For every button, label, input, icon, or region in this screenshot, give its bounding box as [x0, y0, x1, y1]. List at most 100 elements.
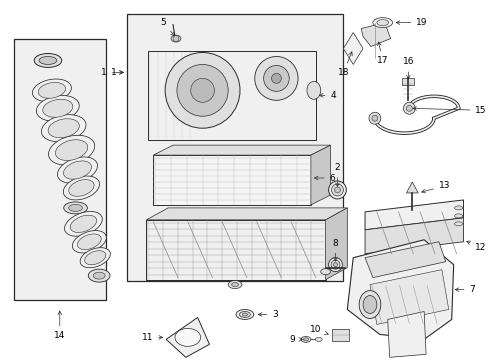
Polygon shape [153, 145, 330, 155]
Ellipse shape [328, 181, 346, 199]
Text: 2: 2 [334, 163, 340, 186]
Ellipse shape [331, 184, 343, 196]
Ellipse shape [41, 115, 86, 142]
Ellipse shape [328, 258, 342, 272]
Ellipse shape [228, 280, 242, 289]
Polygon shape [166, 318, 209, 357]
Ellipse shape [301, 336, 310, 342]
Ellipse shape [55, 140, 87, 161]
Ellipse shape [38, 82, 65, 98]
Ellipse shape [64, 211, 102, 236]
Polygon shape [153, 155, 310, 205]
Circle shape [165, 53, 240, 128]
Ellipse shape [303, 338, 308, 341]
Ellipse shape [362, 296, 376, 314]
Text: 9: 9 [289, 335, 302, 344]
Ellipse shape [175, 328, 200, 346]
Circle shape [368, 112, 380, 124]
Ellipse shape [306, 81, 320, 99]
Ellipse shape [39, 57, 57, 64]
Text: 10: 10 [309, 325, 327, 334]
Ellipse shape [48, 135, 95, 165]
Text: 4: 4 [319, 91, 336, 100]
Polygon shape [387, 311, 425, 357]
Ellipse shape [242, 313, 247, 316]
Ellipse shape [36, 95, 79, 121]
Bar [331, 329, 348, 341]
Text: 16: 16 [402, 58, 413, 79]
Polygon shape [365, 218, 463, 254]
Text: 7: 7 [454, 285, 474, 294]
Ellipse shape [34, 54, 61, 67]
Circle shape [406, 105, 411, 111]
Polygon shape [365, 200, 463, 230]
Polygon shape [346, 240, 453, 339]
Circle shape [177, 64, 228, 116]
Ellipse shape [334, 187, 340, 193]
Circle shape [173, 36, 179, 41]
Text: 17: 17 [376, 42, 388, 66]
Bar [15, 39, 106, 300]
Ellipse shape [333, 263, 337, 267]
Text: 18: 18 [337, 52, 351, 77]
Text: 19: 19 [395, 18, 427, 27]
Ellipse shape [68, 204, 82, 211]
Ellipse shape [58, 157, 97, 183]
Polygon shape [148, 50, 315, 140]
Circle shape [263, 66, 288, 91]
Circle shape [271, 73, 281, 84]
Ellipse shape [63, 176, 100, 200]
Ellipse shape [48, 119, 79, 138]
Text: 11: 11 [142, 333, 162, 342]
Ellipse shape [372, 18, 392, 28]
Ellipse shape [454, 206, 462, 210]
Circle shape [371, 115, 377, 121]
Bar [126, 14, 343, 280]
Bar [402, 78, 413, 85]
Circle shape [190, 78, 214, 102]
Ellipse shape [80, 248, 110, 268]
Ellipse shape [69, 180, 94, 196]
Ellipse shape [171, 35, 181, 42]
Text: 13: 13 [421, 181, 449, 193]
Text: 8: 8 [332, 239, 338, 261]
Polygon shape [310, 145, 330, 205]
Text: 1: 1 [101, 68, 123, 77]
Text: 15: 15 [412, 106, 486, 115]
Text: 5: 5 [160, 18, 174, 36]
Ellipse shape [63, 161, 91, 179]
Ellipse shape [239, 311, 250, 318]
Ellipse shape [231, 283, 238, 287]
Text: 1: 1 [111, 68, 123, 77]
Ellipse shape [330, 260, 339, 269]
Ellipse shape [320, 269, 330, 275]
Text: 6: 6 [314, 174, 335, 183]
Ellipse shape [70, 215, 97, 233]
Circle shape [403, 102, 414, 114]
Ellipse shape [77, 234, 101, 249]
Ellipse shape [84, 251, 105, 265]
Polygon shape [146, 208, 346, 220]
Polygon shape [325, 208, 346, 280]
Ellipse shape [32, 79, 71, 102]
Ellipse shape [315, 337, 322, 341]
Polygon shape [146, 220, 325, 280]
Ellipse shape [358, 291, 380, 319]
Text: 12: 12 [466, 241, 486, 252]
Text: 14: 14 [54, 311, 65, 341]
Polygon shape [360, 23, 390, 46]
Ellipse shape [43, 99, 73, 117]
Ellipse shape [93, 272, 105, 279]
Ellipse shape [236, 310, 253, 319]
Ellipse shape [454, 214, 462, 218]
Ellipse shape [88, 269, 110, 282]
Ellipse shape [376, 20, 388, 26]
Polygon shape [343, 32, 362, 64]
Ellipse shape [63, 202, 87, 214]
Polygon shape [369, 270, 448, 324]
Circle shape [254, 57, 298, 100]
Polygon shape [365, 242, 445, 278]
Ellipse shape [454, 222, 462, 226]
Ellipse shape [72, 230, 106, 253]
Text: 3: 3 [258, 310, 278, 319]
